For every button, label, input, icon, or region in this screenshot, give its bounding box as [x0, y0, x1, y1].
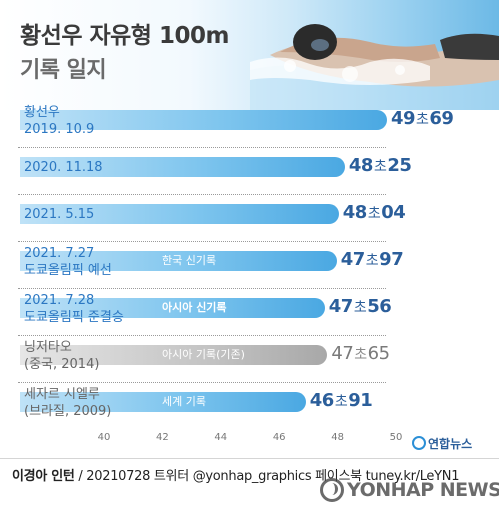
value-unit: 초 — [365, 253, 379, 269]
value-hundredths: 65 — [367, 343, 390, 364]
row-label-line: 2020. 11.18 — [24, 160, 103, 175]
value-seconds: 49 — [390, 108, 416, 129]
footer-divider — [0, 458, 499, 459]
row-label: 2021. 5.15 — [24, 206, 94, 223]
value-label: 48초04 — [343, 202, 406, 223]
row-label-line: 도쿄올림픽 예선 — [24, 263, 112, 278]
chart-subtitle: 기록 일지 — [20, 58, 107, 83]
chart-title: 황선우 자유형 100m — [20, 23, 229, 49]
record-badge: 아시아 기록(기존) — [162, 348, 245, 361]
value-label: 46초91 — [310, 390, 373, 411]
value-hundredths: 56 — [367, 296, 392, 317]
value-seconds: 47 — [331, 343, 354, 364]
row-separator — [18, 147, 386, 148]
x-axis: 40 42 44 46 48 50 — [0, 430, 499, 450]
row-label: 세자르 시엘루 (브라질, 2009) — [24, 386, 111, 420]
row-label-line: (중국, 2014) — [24, 357, 100, 372]
bar — [20, 110, 387, 130]
value-unit: 초 — [334, 394, 348, 410]
x-tick-label: 42 — [156, 432, 169, 443]
value-hundredths: 25 — [387, 155, 412, 176]
yonhap-logo: 연합뉴스 — [412, 434, 472, 452]
bar — [20, 392, 306, 412]
record-badge: 아시아 신기록 — [162, 301, 227, 314]
value-hundredths: 04 — [381, 202, 406, 223]
row-label: 2021. 7.28 도쿄올림픽 준결승 — [24, 292, 124, 326]
bar — [20, 157, 345, 177]
value-seconds: 48 — [342, 202, 368, 223]
row-separator — [18, 382, 386, 383]
row-label-line: 2021. 7.27 — [24, 246, 95, 261]
value-label: 47초65 — [331, 343, 390, 364]
row-separator — [18, 194, 386, 195]
row-label-line: 닝저타오 — [24, 340, 72, 355]
value-hundredths: 97 — [379, 249, 404, 270]
value-unit: 초 — [354, 347, 367, 363]
watermark-text: YONHAP NEWS — [347, 479, 499, 501]
row-label-line: (브라질, 2009) — [24, 404, 112, 419]
row-label-line: 황선우 — [24, 105, 60, 120]
bar — [20, 298, 325, 318]
yonhap-logo-text: 연합뉴스 — [428, 436, 473, 451]
bar-rows: 황선우 2019. 10.9 49초69 2020. 11.18 48초25 2021. … — [0, 100, 499, 430]
bar — [20, 204, 339, 224]
value-seconds: 46 — [309, 390, 335, 411]
record-badge: 세계 기록 — [162, 395, 206, 408]
value-unit: 초 — [353, 300, 367, 316]
x-tick-label: 46 — [272, 432, 286, 443]
row-separator — [18, 288, 386, 289]
yonhap-watermark-icon — [320, 478, 344, 502]
row-label: 닝저타오 (중국, 2014) — [24, 339, 99, 373]
swimmer-illustration — [250, 24, 499, 110]
hero-banner: 황선우 자유형 100m 기록 일지 — [0, 0, 499, 110]
yonhap-logo-icon — [412, 436, 426, 450]
value-seconds: 48 — [348, 155, 374, 176]
value-unit: 초 — [373, 159, 387, 175]
value-hundredths: 69 — [429, 108, 454, 129]
bar — [20, 345, 328, 365]
x-tick-label: 40 — [97, 432, 111, 443]
value-label: 47초56 — [329, 296, 392, 317]
record-badge: 한국 신기록 — [162, 254, 217, 267]
bar — [20, 251, 337, 271]
row-separator — [18, 241, 386, 242]
row-label-line: 2021. 7.28 — [24, 293, 95, 308]
value-unit: 초 — [367, 206, 381, 222]
value-seconds: 47 — [328, 296, 354, 317]
footer-credit: 이경아 인턴 / 20210728 트위터 @yonhap_graphics 페… — [12, 465, 459, 484]
row-separator — [18, 335, 386, 336]
x-tick-label: 50 — [389, 432, 403, 443]
value-label: 49초69 — [391, 108, 454, 129]
credit-text: / 20210728 트위터 @yonhap_graphics 페이스북 tun… — [74, 469, 460, 484]
yonhap-news-watermark: YONHAP NEWS — [320, 478, 499, 502]
value-label: 47초97 — [341, 249, 404, 270]
value-unit: 초 — [416, 112, 429, 128]
author-name: 이경아 인턴 — [12, 469, 75, 484]
value-seconds: 47 — [340, 249, 366, 270]
row-label: 2020. 11.18 — [24, 159, 103, 176]
row-label: 2021. 7.27 도쿄올림픽 예선 — [24, 245, 112, 279]
value-hundredths: 91 — [348, 390, 373, 411]
row-label: 황선우 2019. 10.9 — [24, 104, 94, 138]
value-label: 48초25 — [349, 155, 412, 176]
row-label-line: 세자르 시엘루 — [24, 387, 100, 402]
row-label-line: 2021. 5.15 — [24, 207, 95, 222]
row-label-line: 도쿄올림픽 준결승 — [24, 310, 124, 325]
x-tick-label: 44 — [214, 432, 228, 443]
row-label-line: 2019. 10.9 — [24, 122, 95, 137]
x-tick-label: 48 — [331, 432, 344, 443]
